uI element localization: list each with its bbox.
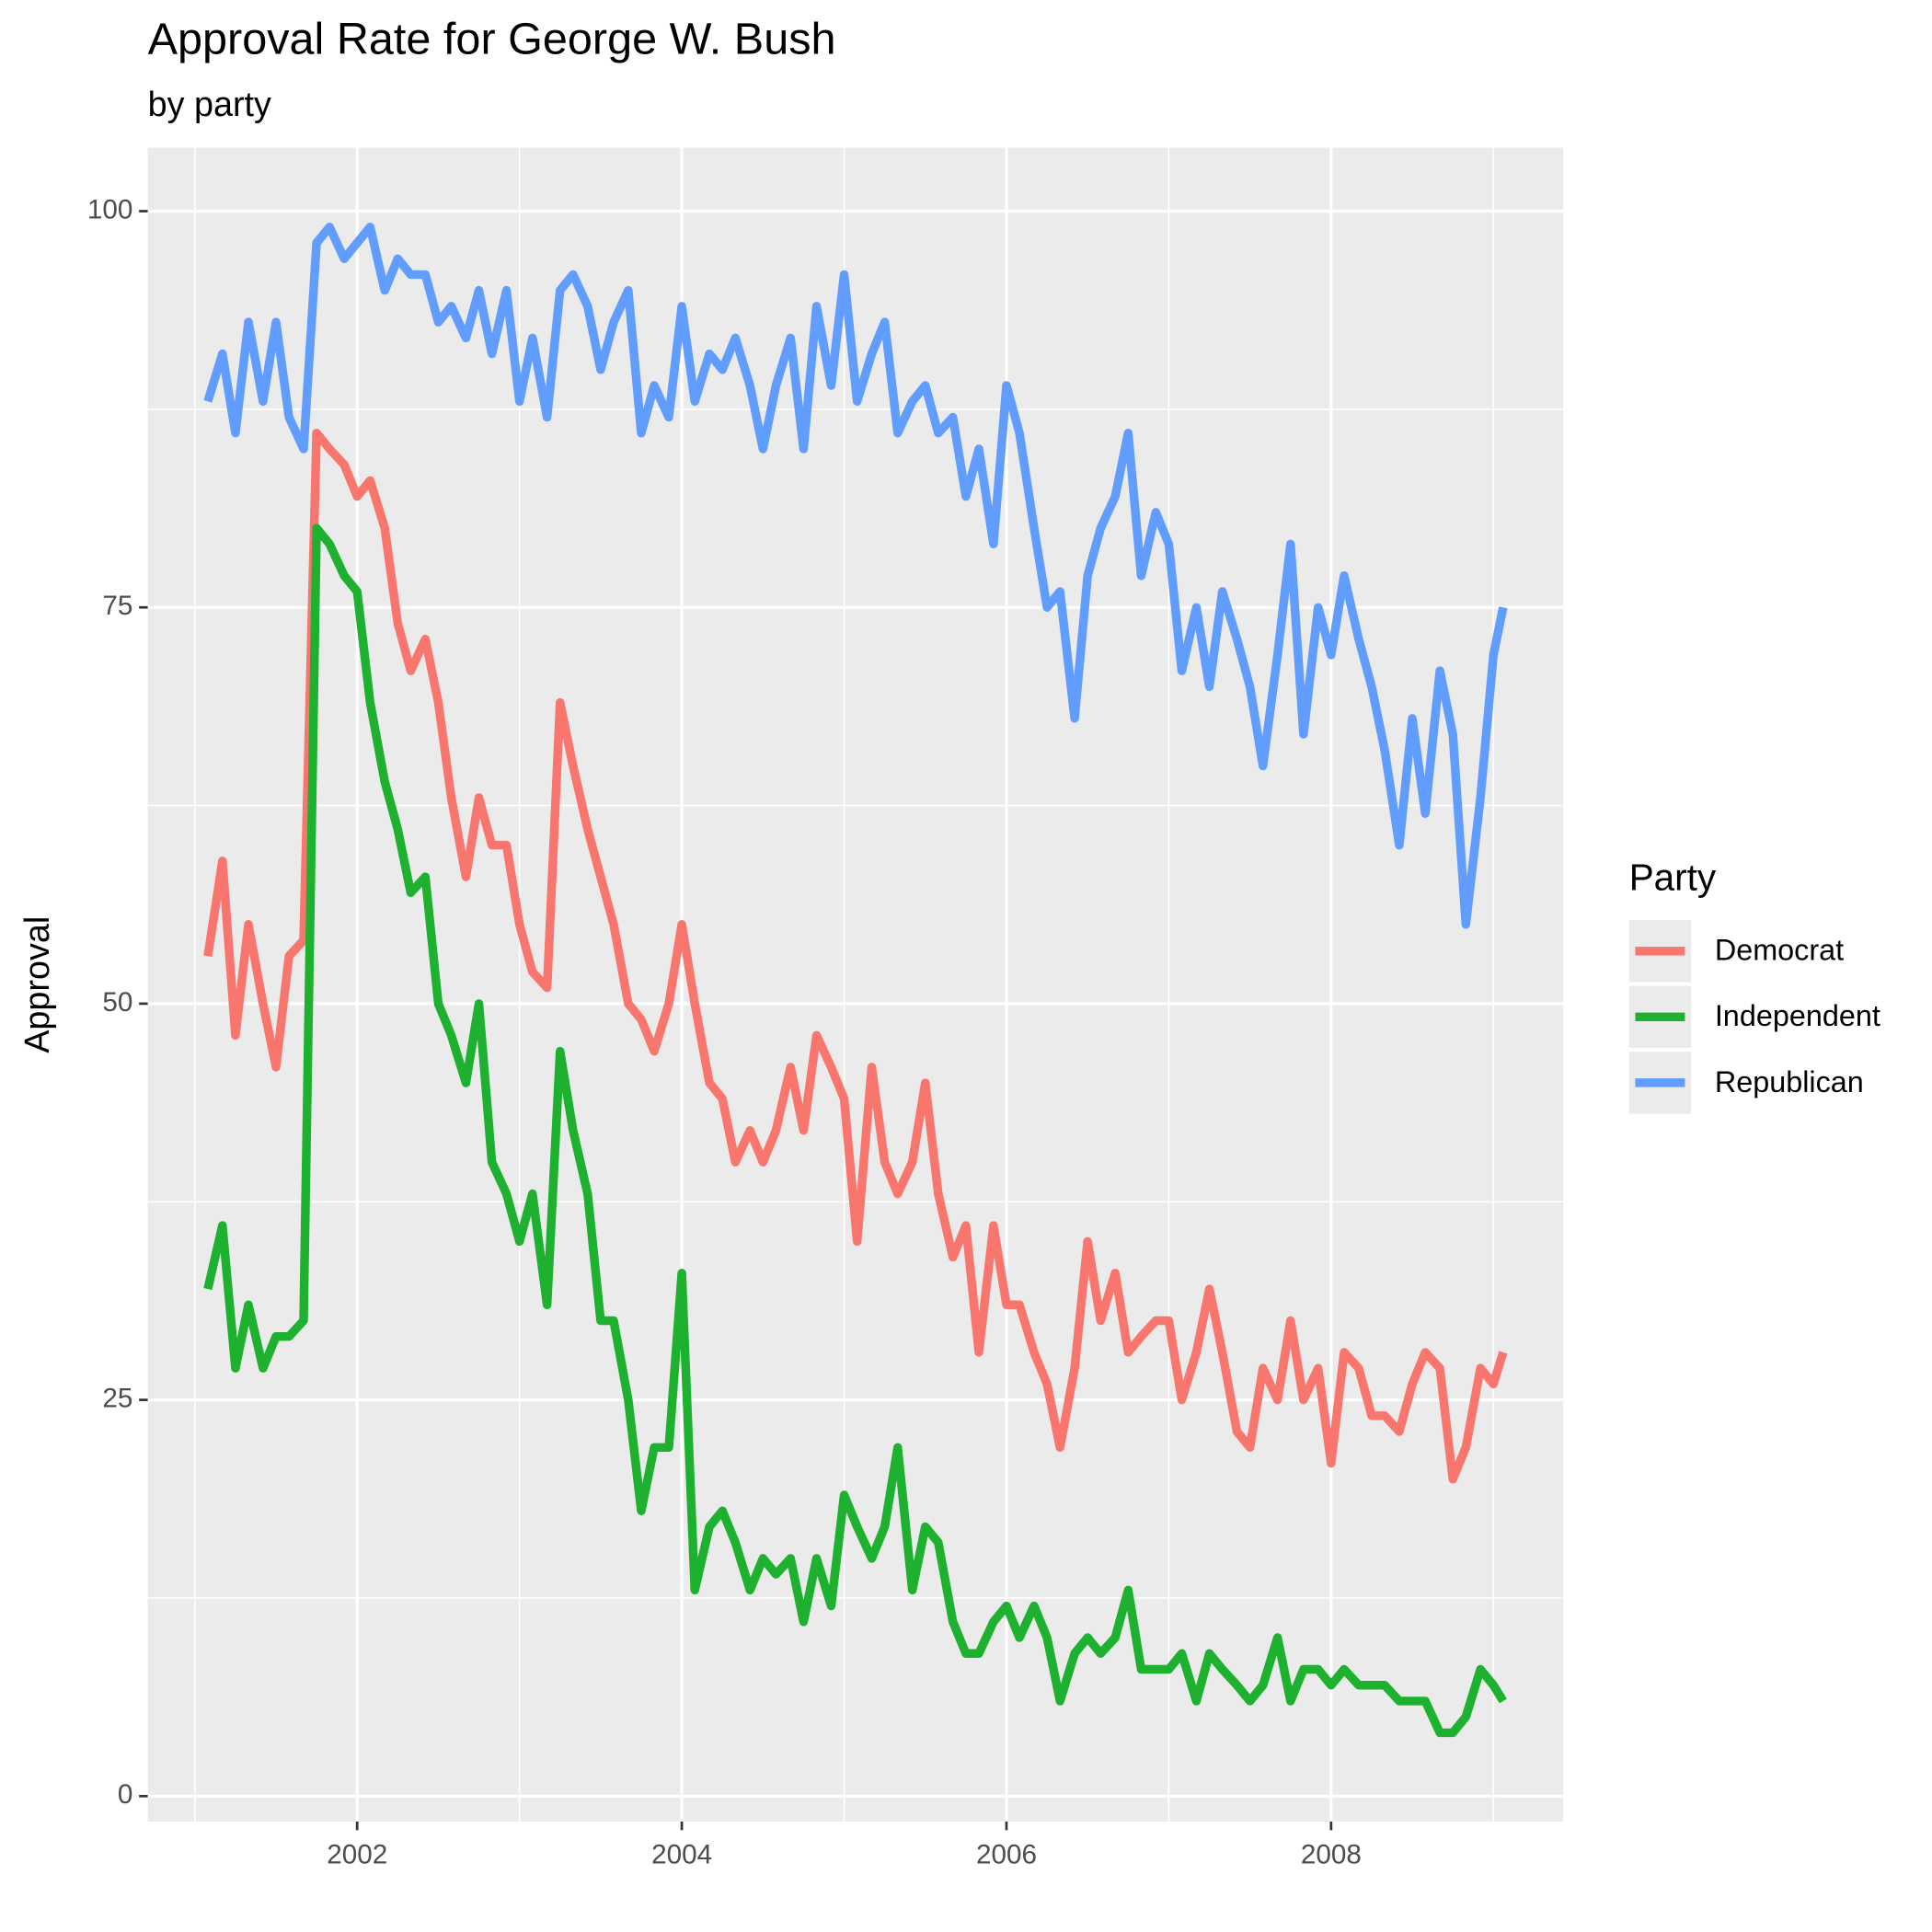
legend-title: Party <box>1629 857 1717 899</box>
x-tick-label: 2006 <box>976 1840 1037 1870</box>
legend-label: Republican <box>1715 1065 1864 1098</box>
plot-panel <box>147 147 1564 1822</box>
chart-subtitle: by party <box>148 86 271 124</box>
x-tick-label: 2002 <box>327 1840 387 1870</box>
x-tick-label: 2008 <box>1301 1840 1362 1870</box>
y-tick-label: 25 <box>102 1383 132 1413</box>
y-tick-label: 50 <box>102 987 132 1018</box>
y-axis-title: Approval <box>18 916 57 1053</box>
x-tick-label: 2004 <box>651 1840 712 1870</box>
legend-label: Democrat <box>1715 934 1844 967</box>
y-tick-label: 100 <box>87 194 133 224</box>
series-line <box>203 523 1507 1738</box>
y-tick-label: 75 <box>102 591 132 621</box>
series-line <box>203 223 1508 929</box>
legend-label: Independent <box>1715 999 1880 1032</box>
y-tick-label: 0 <box>118 1779 133 1810</box>
chart-title: Approval Rate for George W. Bush <box>148 15 836 64</box>
series-line <box>203 428 1508 1484</box>
